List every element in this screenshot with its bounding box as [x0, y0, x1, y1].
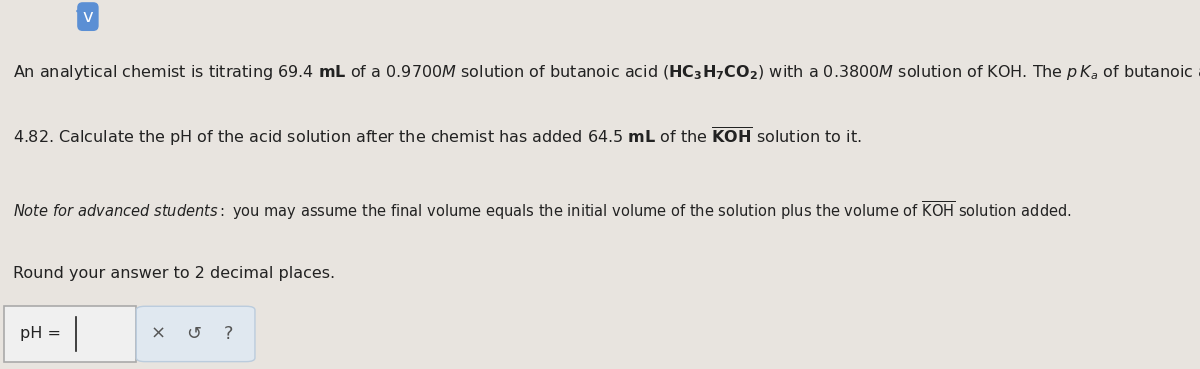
Text: ?: ? [224, 325, 233, 343]
Text: 4.82. Calculate the pH of the acid solution after the chemist has added 64.5 $\m: 4.82. Calculate the pH of the acid solut… [13, 125, 862, 148]
Text: Round your answer to 2 decimal places.: Round your answer to 2 decimal places. [13, 266, 335, 281]
Text: v: v [83, 8, 94, 25]
Text: pH =: pH = [20, 327, 66, 341]
Text: ×: × [151, 325, 166, 343]
FancyBboxPatch shape [5, 306, 137, 362]
Text: $\it{Note\ for\ advanced\ students:}$ you may assume the final volume equals the: $\it{Note\ for\ advanced\ students:}$ yo… [13, 199, 1072, 222]
FancyBboxPatch shape [137, 306, 254, 362]
Text: ↺: ↺ [186, 325, 200, 343]
Text: An analytical chemist is titrating 69.4 $\mathbf{mL}$ of a 0.9700$M$ solution of: An analytical chemist is titrating 69.4 … [13, 63, 1200, 82]
